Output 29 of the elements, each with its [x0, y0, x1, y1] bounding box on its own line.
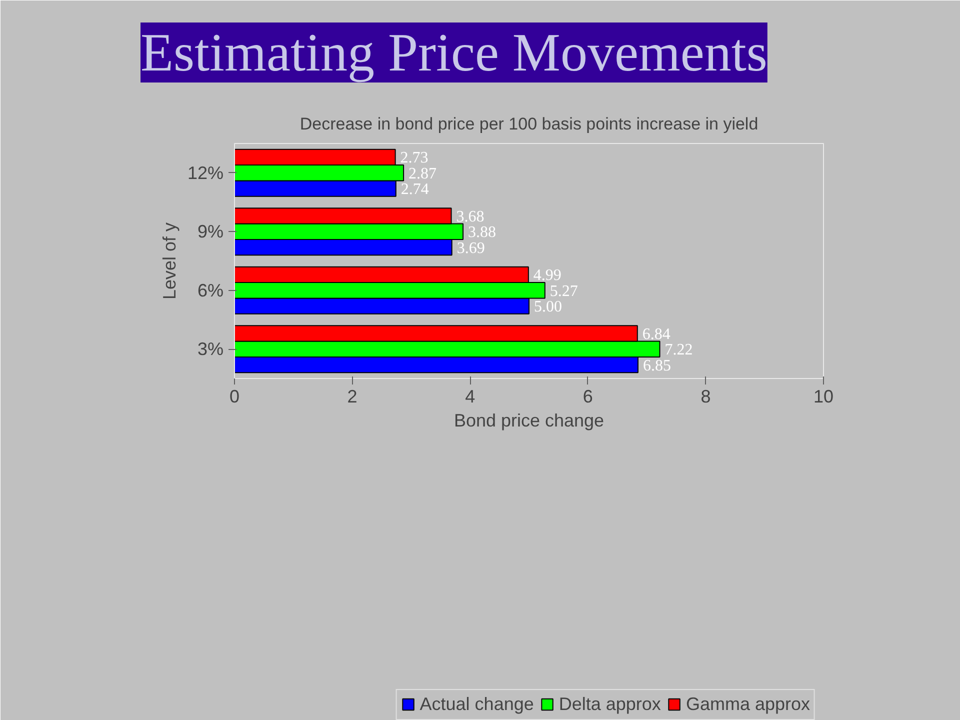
- y-tick-label: 9%: [197, 222, 224, 242]
- x-axis-title: Bond price change: [454, 410, 604, 430]
- data-label: 5.27: [550, 282, 578, 300]
- legend-label: Delta approx: [558, 694, 661, 714]
- x-tick-label: 6: [582, 386, 593, 406]
- data-label: 3.69: [456, 240, 485, 257]
- x-tick-label: 2: [347, 386, 358, 406]
- legend-label: Gamma approx: [686, 694, 810, 714]
- data-label: 2.74: [400, 181, 429, 198]
- chart-title: Estimating Price Movements: [140, 22, 768, 82]
- data-label: 6.84: [642, 326, 670, 343]
- data-label: 5.00: [534, 298, 562, 316]
- data-label: 6.85: [642, 357, 671, 374]
- y-axis-title: Level of y: [159, 222, 180, 300]
- chart-subtitle: Decrease in bond price per 100 basis points increase in yield: [300, 114, 758, 134]
- y-tick-label: 3%: [197, 339, 224, 360]
- x-tick-label: 10: [813, 386, 834, 406]
- data-label: 4.99: [533, 267, 562, 284]
- data-label: 2.73: [400, 150, 428, 167]
- data-label: 2.87: [408, 165, 437, 182]
- y-tick-label: 6%: [197, 280, 224, 300]
- x-tick-label: 8: [700, 386, 711, 406]
- x-tick-label: 4: [465, 386, 476, 406]
- data-label: 7.22: [664, 342, 693, 359]
- y-tick-label: 12%: [187, 162, 224, 183]
- data-label: 3.88: [468, 224, 496, 242]
- data-label: 3.68: [456, 208, 484, 226]
- x-tick-label: 0: [229, 386, 240, 406]
- legend-label: Actual change: [420, 694, 534, 714]
